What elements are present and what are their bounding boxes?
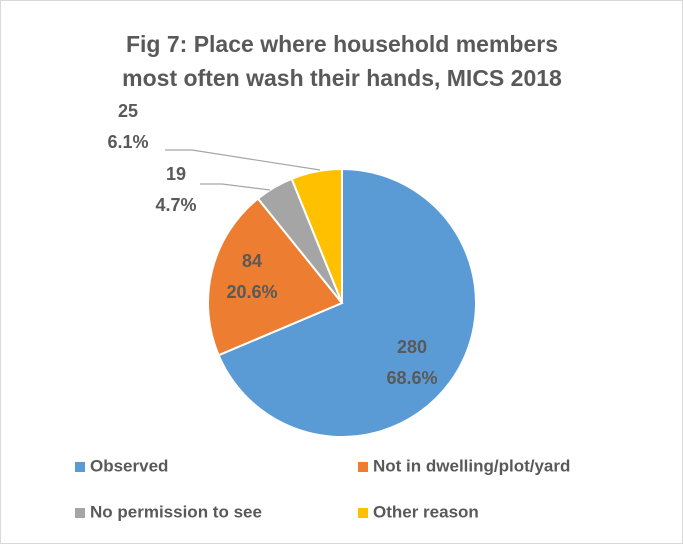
legend-label: Other reason — [373, 502, 479, 521]
pie-slice — [290, 167, 343, 304]
data-label: 68.6% — [386, 368, 437, 388]
leader-line — [200, 183, 271, 191]
legend-swatch — [358, 462, 368, 472]
legend-swatch — [358, 508, 368, 518]
legend-swatch — [75, 462, 85, 472]
data-label: 25 — [118, 101, 138, 121]
legend-label: Not in dwelling/plot/yard — [373, 456, 570, 475]
data-label: 6.1% — [107, 132, 148, 152]
data-label: 84 — [242, 251, 262, 271]
data-label: 280 — [397, 337, 427, 357]
legend-swatch — [75, 508, 85, 518]
chart-title: Fig 7: Place where household members — [126, 31, 558, 57]
legend-label: Observed — [90, 456, 168, 475]
data-label: 19 — [166, 164, 186, 184]
legend-label: No permission to see — [90, 502, 262, 521]
chart-title: most often wash their hands, MICS 2018 — [122, 65, 562, 91]
leader-line — [165, 149, 321, 171]
data-label: 4.7% — [155, 195, 196, 215]
pie-slice — [207, 197, 344, 357]
data-label: 20.6% — [226, 282, 277, 302]
pie-slice — [217, 167, 477, 438]
